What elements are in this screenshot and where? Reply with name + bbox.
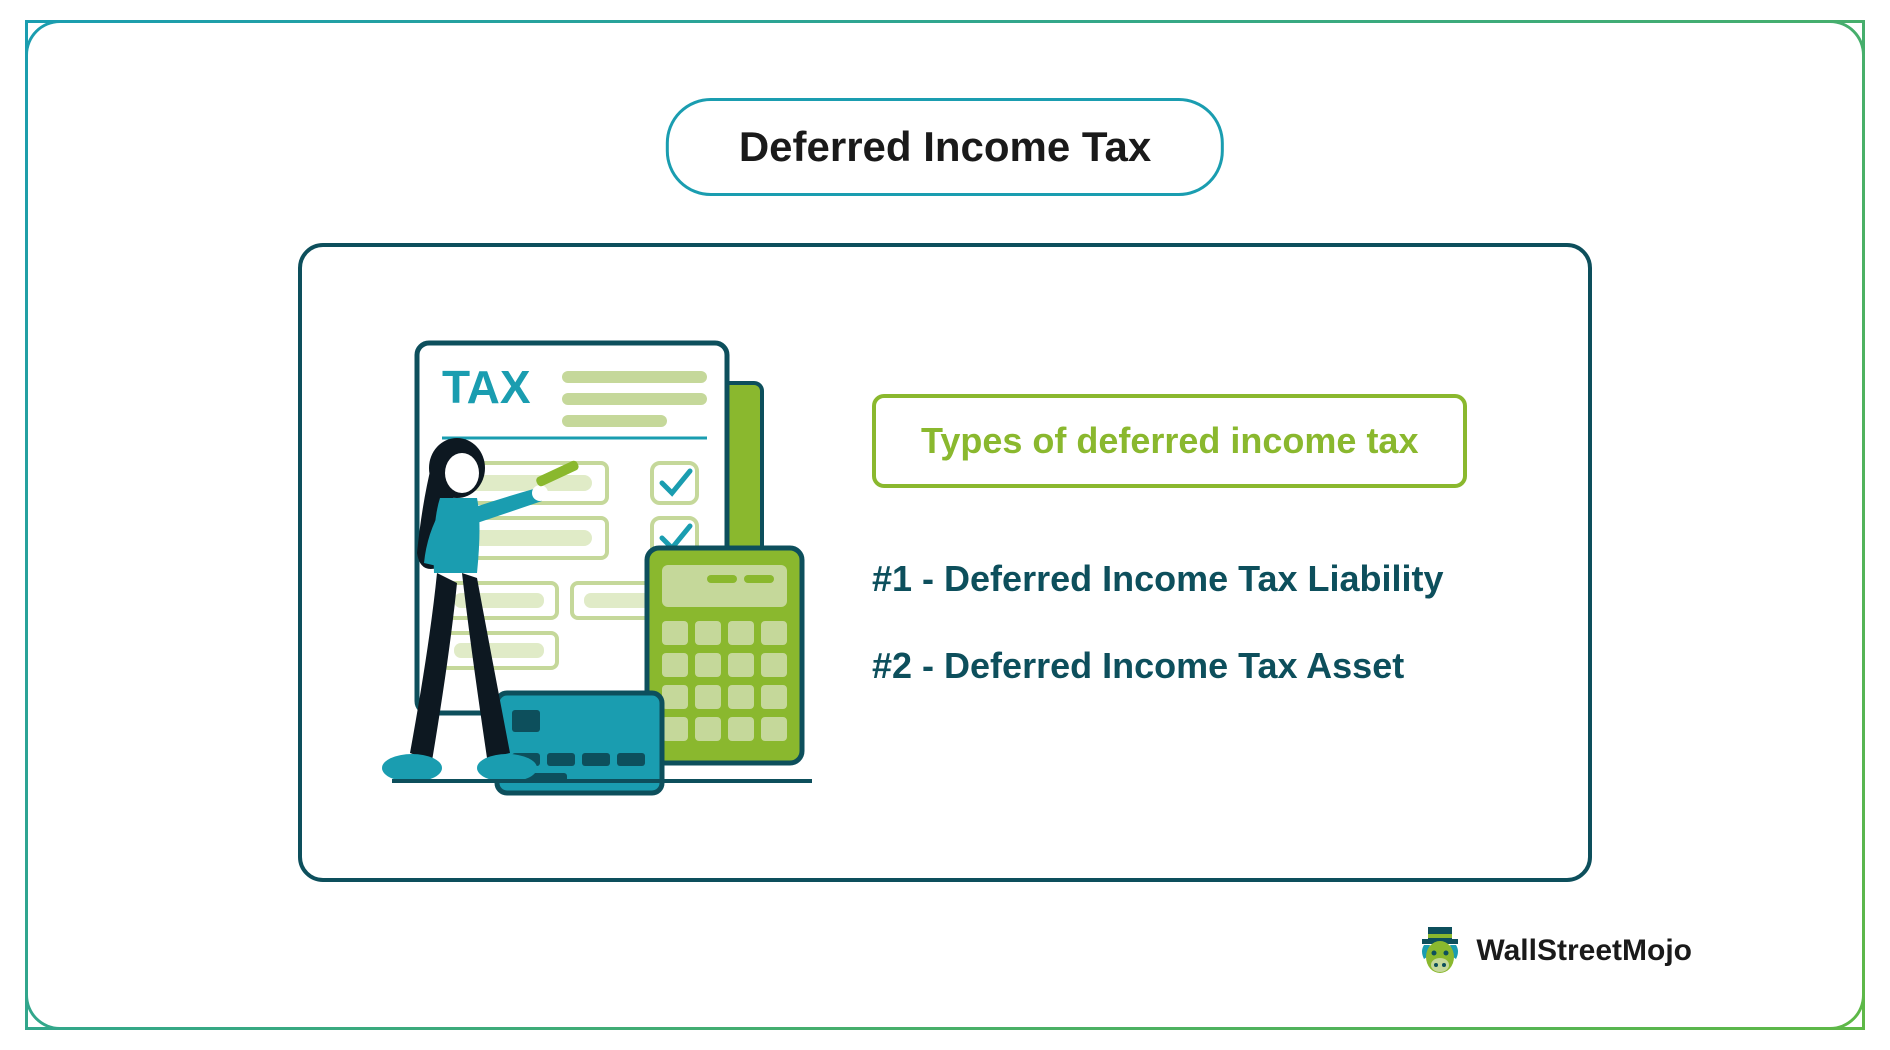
title-pill: Deferred Income Tax (666, 98, 1224, 196)
types-heading: Types of deferred income tax (921, 420, 1418, 462)
type-item-1: #1 - Deferred Income Tax Liability (872, 558, 1528, 600)
types-heading-box: Types of deferred income tax (872, 394, 1467, 488)
content-box: TAX (298, 243, 1592, 882)
text-content: Types of deferred income tax #1 - Deferr… (832, 394, 1528, 732)
logo: WallStreetMojo (1416, 925, 1692, 977)
main-title: Deferred Income Tax (739, 123, 1151, 171)
svg-text:TAX: TAX (442, 361, 531, 413)
logo-text: WallStreetMojo (1476, 934, 1692, 968)
type-item-2: #2 - Deferred Income Tax Asset (872, 645, 1528, 687)
tax-illustration: TAX (362, 323, 832, 803)
outer-frame: Deferred Income Tax TAX (25, 20, 1865, 1030)
wallstreetmojo-icon (1416, 925, 1464, 977)
